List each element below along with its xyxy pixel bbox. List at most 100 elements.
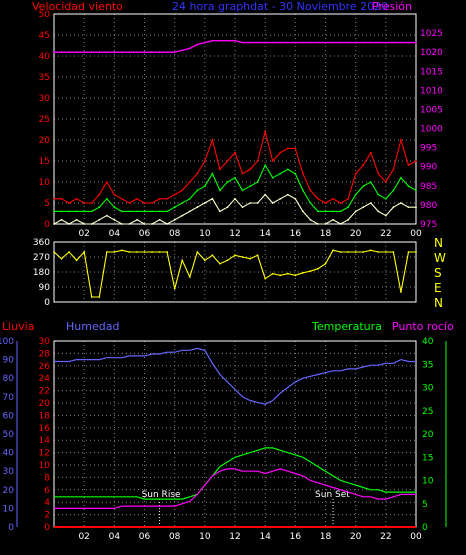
series-max-point	[384, 181, 387, 183]
series-direction-point	[362, 251, 365, 253]
series-max-point	[392, 168, 395, 171]
series-pressure-point	[415, 41, 417, 44]
series-pressure-point	[166, 51, 169, 54]
x-tick-label: 00	[410, 229, 422, 239]
series-direction-point	[415, 251, 417, 253]
x-tick-label: 12	[229, 532, 240, 542]
series-min-point	[158, 218, 161, 221]
dewpoint-label: Punto rocío	[392, 320, 454, 333]
x-tick-label: 04	[109, 229, 121, 239]
series-min-point	[120, 223, 123, 225]
pressure-y-tick-label: 1005	[420, 105, 443, 115]
series-pressure-point	[211, 39, 214, 42]
series-max-point	[377, 172, 380, 175]
humidity-y-tick-label: 0	[8, 523, 14, 533]
series-direction-point	[60, 257, 63, 260]
series-min-point	[151, 223, 153, 225]
humidity-y-tick-label: 10	[3, 504, 15, 514]
series-avg-point	[279, 172, 282, 175]
series-avg-point	[264, 164, 267, 167]
x-tick-label: 14	[259, 532, 271, 542]
series-avg-point	[415, 189, 417, 192]
series-pressure-point	[264, 41, 267, 44]
series-pressure-point	[256, 41, 259, 44]
series-avg-point	[324, 210, 327, 213]
rain-y-tick-label: 24	[39, 374, 51, 384]
temperature-y-tick-label: 20	[422, 430, 434, 440]
series-max-point	[98, 193, 101, 196]
series-min-point	[256, 202, 259, 204]
series-avg-point	[136, 210, 138, 213]
series-max-point	[279, 151, 282, 154]
series-avg-point	[60, 210, 63, 213]
humidity-y-tick-label: 60	[3, 411, 15, 421]
series-pressure-point	[377, 41, 380, 44]
x-tick-label: 20	[350, 532, 362, 542]
series-direction-point	[384, 251, 387, 253]
series-direction-point	[377, 251, 380, 253]
rain-y-tick-label: 18	[39, 411, 51, 421]
series-pressure-point	[196, 43, 199, 46]
wind-speed-label: Velocidad viento	[32, 0, 123, 13]
series-avg-point	[234, 176, 236, 179]
series-avg-point	[407, 185, 410, 188]
series-pressure-point	[226, 39, 229, 42]
series-min-point	[339, 223, 342, 225]
rain-y-tick-label: 6	[44, 486, 50, 496]
series-pressure-point	[151, 51, 153, 54]
series-max-point	[324, 202, 327, 204]
series-avg-point	[158, 210, 161, 213]
series-direction-point	[166, 251, 169, 253]
x-tick-label: 00	[410, 532, 422, 542]
series-pressure-point	[369, 41, 372, 44]
series-min-point	[75, 218, 78, 221]
series-avg-point	[120, 210, 123, 213]
series-max-point	[309, 189, 312, 192]
humidity-y-tick-label: 50	[3, 430, 15, 440]
series-avg-point	[226, 181, 229, 183]
series-min-point	[279, 197, 282, 200]
series-min-point	[98, 218, 101, 221]
x-tick-label: 16	[290, 229, 302, 239]
series-min-point	[369, 202, 372, 204]
series-min-point	[415, 206, 417, 209]
series-max-point	[68, 202, 70, 204]
series-max-point	[400, 139, 402, 141]
series-direction-point	[113, 251, 116, 253]
series-min-point	[377, 210, 380, 213]
series-avg-point	[143, 210, 146, 213]
wind-y-tick-label: 20	[39, 136, 51, 146]
wind-y-tick-label: 15	[39, 157, 50, 167]
wind-y-tick-label: 35	[39, 73, 50, 83]
temperature-y-tick-label: 10	[422, 477, 434, 487]
series-direction-point	[241, 256, 244, 258]
direction-y-tick-label: 90	[39, 283, 51, 293]
pressure-y-tick-label: 1020	[420, 48, 443, 58]
series-direction-point	[188, 276, 191, 278]
series-min-point	[166, 223, 169, 225]
temperature-y-tick-label: 5	[422, 500, 428, 510]
series-direction-point	[90, 296, 93, 298]
series-min-point	[294, 197, 297, 200]
series-min-point	[113, 218, 116, 221]
series-avg-point	[181, 202, 184, 204]
series-avg-point	[128, 210, 131, 213]
series-min-point	[136, 218, 138, 221]
humidity-y-tick-label: 90	[3, 356, 15, 366]
series-pressure-point	[128, 51, 131, 54]
series-pressure-point	[136, 51, 138, 54]
series-min-point	[301, 210, 304, 213]
series-avg-point	[75, 210, 78, 213]
series-min-point	[226, 206, 229, 209]
series-max-point	[166, 197, 169, 200]
series-pressure-point	[181, 49, 184, 52]
series-min-point	[347, 218, 350, 221]
series-pressure-point	[113, 51, 116, 54]
series-pressure-point	[120, 51, 123, 54]
series-max-point	[271, 160, 274, 162]
rain-y-tick-label: 8	[44, 473, 50, 483]
x-tick-label: 12	[229, 229, 240, 239]
series-avg-point	[317, 210, 319, 213]
climate-panel: 0102030405060708090100024681012141618202…	[0, 337, 447, 542]
series-direction-point	[347, 251, 350, 253]
